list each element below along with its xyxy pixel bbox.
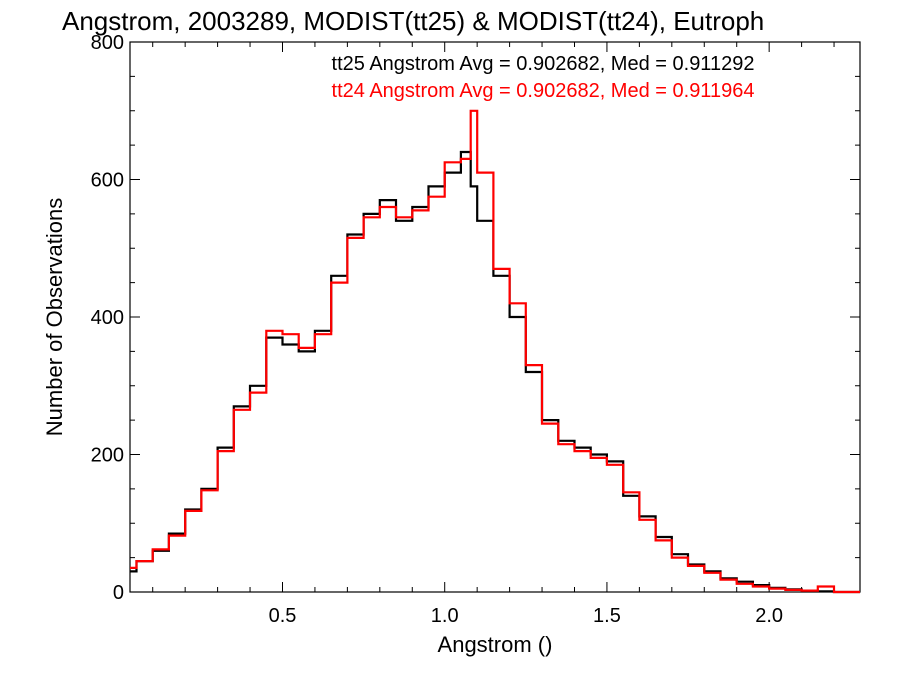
- x-axis-label: Angstrom (): [438, 632, 553, 657]
- y-axis: 0 200 400 600 800: [91, 32, 860, 604]
- x-tick-label: 2.0: [755, 605, 783, 627]
- series-line-tt24: [130, 109, 860, 594]
- series-annotation-tt24: tt24 Angstrom Avg = 0.902682, Med = 0.91…: [332, 80, 755, 102]
- series-layer: [130, 109, 860, 594]
- plot-frame: [129, 41, 861, 593]
- x-tick-label: 0.5: [269, 605, 297, 627]
- y-axis-label: Number of Observations: [42, 198, 67, 436]
- chart-title: Angstrom, 2003289, MODIST(tt25) & MODIST…: [62, 6, 764, 36]
- y-tick-label: 800: [91, 32, 124, 54]
- y-tick-label: 0: [113, 582, 124, 604]
- x-tick-label: 1.0: [431, 605, 459, 627]
- series-annotation-tt25: tt25 Angstrom Avg = 0.902682, Med = 0.91…: [332, 53, 755, 75]
- x-tick-label: 1.5: [593, 605, 621, 627]
- y-tick-label: 200: [91, 445, 124, 467]
- series-line-tt25: [130, 150, 860, 594]
- y-tick-label: 400: [91, 307, 124, 329]
- y-tick-label: 600: [91, 170, 124, 192]
- x-axis: 0.5 1.0 1.5 2.0: [152, 42, 835, 627]
